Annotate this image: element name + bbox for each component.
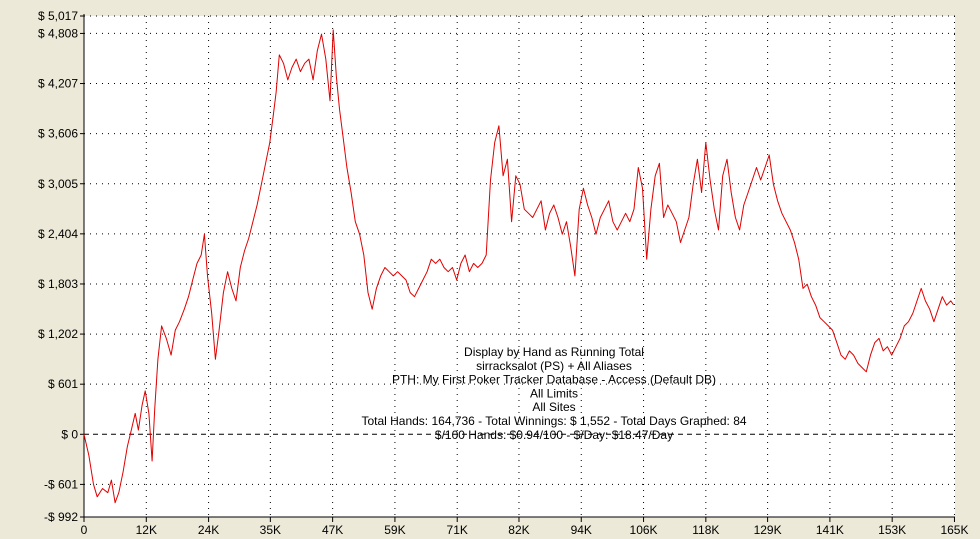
annotation-line: PTH: My First Poker Tracker Database - A… bbox=[392, 373, 716, 387]
x-tick-label: 118K bbox=[692, 523, 719, 537]
annotation-line: sirracksalot (PS) + All Aliases bbox=[476, 359, 632, 373]
y-tick-label: $ 5,017 bbox=[38, 9, 78, 23]
series-line-running-total bbox=[83, 29, 955, 504]
x-tick-label: 153K bbox=[878, 523, 906, 537]
x-tick-label: 165K bbox=[940, 523, 968, 537]
annotation-line: Display by Hand as Running Total bbox=[464, 345, 644, 359]
annotation-line: $/100 Hands: $0.94/100 - $/Day: $18.47/D… bbox=[435, 428, 673, 442]
x-tick-label: 106K bbox=[630, 523, 658, 537]
x-tick-label: 0 bbox=[81, 523, 88, 537]
y-tick-label: $ 2,404 bbox=[38, 227, 78, 241]
x-tick-label: 24K bbox=[198, 523, 219, 537]
y-tick-label: -$ 601 bbox=[44, 477, 78, 491]
grid-lines bbox=[84, 15, 955, 517]
x-tick-label: 47K bbox=[322, 523, 343, 537]
y-axis-ticks: $ 5,017 $ 4,808 $ 4,207 $ 3,606 $ 3,005 $ 2,4… bbox=[38, 9, 84, 524]
y-tick-label: -$ 992 bbox=[44, 510, 78, 524]
x-tick-label: 129K bbox=[754, 523, 782, 537]
series-layer bbox=[83, 29, 955, 504]
x-tick-label: 35K bbox=[260, 523, 281, 537]
plot-area bbox=[84, 16, 955, 517]
y-tick-label: $ 4,207 bbox=[38, 77, 78, 91]
x-tick-label: 94K bbox=[571, 523, 592, 537]
y-tick-label: $ 1,803 bbox=[38, 277, 78, 291]
x-tick-label: 141K bbox=[816, 523, 844, 537]
y-tick-label: $ 3,606 bbox=[38, 127, 78, 141]
x-tick-label: 82K bbox=[508, 523, 529, 537]
x-tick-label: 59K bbox=[384, 523, 405, 537]
y-tick-label: $ 1,202 bbox=[38, 327, 78, 341]
annotation-line: Total Hands: 164,736 - Total Winnings: $… bbox=[361, 414, 746, 428]
y-tick-label: $ 601 bbox=[48, 377, 78, 391]
y-tick-label: $ 3,005 bbox=[38, 177, 78, 191]
x-tick-label: 71K bbox=[447, 523, 468, 537]
x-tick-label: 12K bbox=[136, 523, 157, 537]
y-tick-label: $ 0 bbox=[61, 427, 78, 441]
annotation-line: All Limits bbox=[530, 386, 578, 400]
axes bbox=[83, 14, 955, 518]
y-tick-label: $ 4,808 bbox=[38, 26, 78, 40]
annotation-line: All Sites bbox=[532, 400, 575, 414]
stats-annotation: Display by Hand as Running Totalsirracks… bbox=[361, 345, 746, 442]
x-axis-ticks: 0 12K 24K 35K 47K 59K 71K 82K 94K 106K 118K 129K 141… bbox=[81, 517, 968, 537]
